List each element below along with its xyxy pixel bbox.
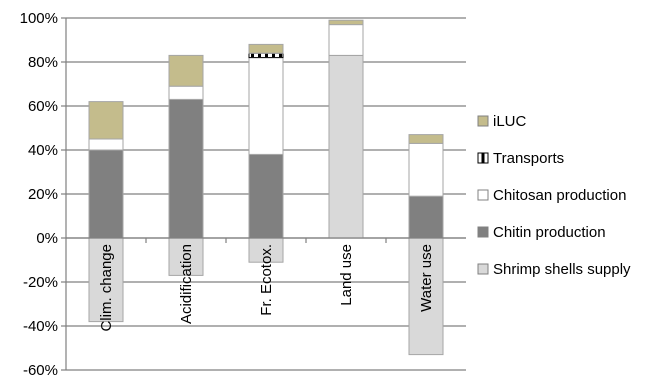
category-label: Fr. Ecotox. (258, 244, 275, 316)
category-labels: Clim. change Acidification Fr. Ecotox. Land… (98, 244, 435, 332)
bar-segment (168, 85, 204, 100)
bar-segment (168, 237, 204, 276)
bar-segment (408, 134, 444, 144)
bar-segment (88, 237, 124, 323)
category-label: Acidification (178, 244, 195, 324)
y-tick-label: -60% (23, 362, 58, 377)
legend-label: Chitin production (493, 224, 606, 241)
bar-segment (328, 19, 364, 26)
bar-segment (248, 153, 284, 239)
legend-label: Chitosan production (493, 187, 626, 204)
legend-label: Shrimp shells supply (493, 261, 631, 278)
bar-segment (248, 43, 284, 54)
y-tick-label: 0% (36, 230, 58, 247)
transport-hatch (272, 53, 275, 58)
bar-segment (88, 149, 124, 239)
y-tick-label: 60% (28, 98, 58, 115)
y-tick-label: 100% (20, 10, 58, 27)
legend-swatch (477, 115, 489, 127)
y-tick-label: -40% (23, 318, 58, 335)
category-label: Land use (338, 244, 355, 306)
y-axis-tick-labels: -60% -40% -20% 0% 20% 40% 60% 80% 100% (20, 10, 58, 377)
legend: iLUC Transports Chitosan production Chitin … (477, 113, 631, 278)
transport-hatch (258, 53, 261, 58)
bar-segment (328, 54, 364, 239)
bar-segment (248, 237, 284, 263)
bar-segment (408, 237, 444, 356)
bar-segment (408, 142, 444, 197)
legend-label: iLUC (493, 113, 527, 130)
y-tick-label: 40% (28, 142, 58, 159)
legend-swatch (477, 189, 489, 201)
bar-segment (408, 195, 444, 239)
bars (88, 19, 444, 356)
bar-segment (168, 98, 204, 239)
y-tick-label: -20% (23, 274, 58, 291)
bar-segment (88, 101, 124, 140)
bar-segment (328, 24, 364, 56)
bar-segment (168, 54, 204, 87)
category-label: Clim. change (98, 244, 115, 332)
bar-segment (88, 138, 124, 151)
y-tick-label: 80% (28, 54, 58, 71)
transport-hatch (251, 53, 254, 58)
legend-swatch (477, 263, 489, 275)
legend-swatch (477, 226, 489, 238)
transport-hatch (265, 53, 268, 58)
legend-label: Transports (493, 150, 564, 167)
legend-swatch-hatch (481, 153, 485, 163)
transport-hatch (279, 53, 282, 58)
y-tick-label: 20% (28, 186, 58, 203)
bar-segment (248, 57, 284, 155)
axes (61, 17, 466, 371)
category-label: Water use (418, 244, 435, 312)
